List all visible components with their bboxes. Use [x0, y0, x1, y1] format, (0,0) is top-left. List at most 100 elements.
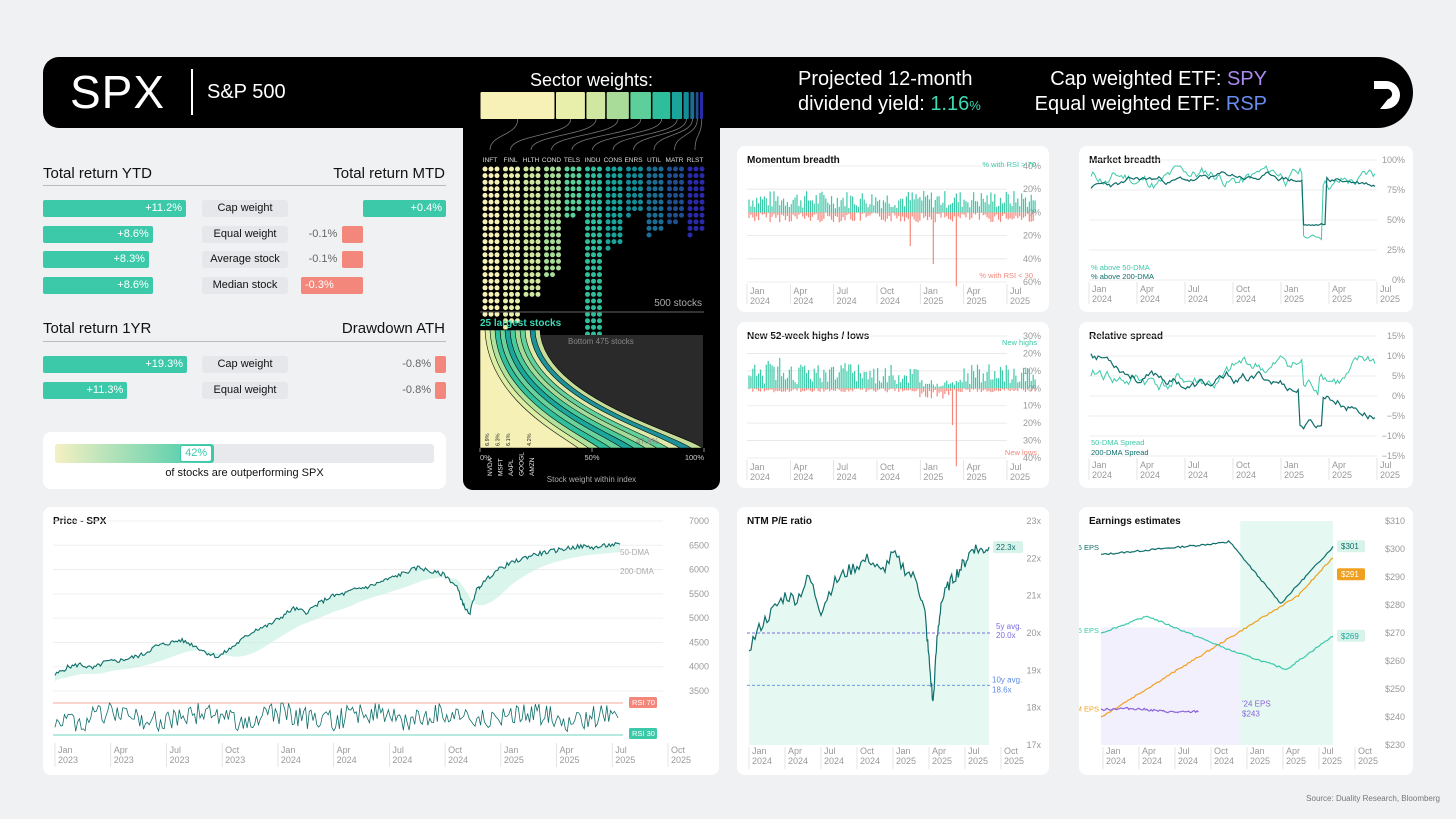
stock-dot — [509, 212, 514, 218]
x-tick-label: 2024 — [788, 756, 808, 766]
stock-dot — [658, 173, 664, 179]
stock-dot — [605, 192, 611, 198]
stock-dot — [544, 272, 549, 278]
x-tick-label: 2025 — [1358, 756, 1378, 766]
x-tick-label: Jan — [923, 286, 938, 296]
stock-dot — [523, 186, 529, 192]
stock-dot — [535, 252, 541, 258]
stock-dot — [699, 179, 705, 185]
stock-dot — [638, 192, 643, 198]
stock-dot — [597, 225, 602, 231]
stock-dot — [523, 225, 529, 231]
x-tick-label: Oct — [1214, 746, 1229, 756]
stock-dot — [544, 245, 549, 251]
stock-dot — [503, 173, 508, 179]
x-tick-label: 2024 — [824, 756, 844, 766]
stock-dot — [605, 179, 611, 185]
stock-dot — [529, 186, 535, 192]
stock-dot — [515, 192, 520, 198]
x-tick-label: Jul — [824, 746, 836, 756]
stock-dot — [597, 324, 602, 330]
stock-dot — [652, 219, 658, 225]
stock-dot — [488, 179, 494, 185]
stock-dot — [509, 278, 514, 284]
x-tick-label: 2025 — [671, 755, 691, 765]
sector-connector — [653, 118, 693, 151]
stock-dot — [503, 186, 508, 192]
largest-title: 25 largest stocks — [480, 318, 562, 329]
stock-dot — [550, 239, 555, 245]
stock-dot — [617, 199, 623, 205]
stock-dot — [523, 272, 529, 278]
stock-dot — [509, 192, 514, 198]
sector-code: INDU — [585, 157, 601, 164]
y-tick-label: 60% — [1023, 277, 1041, 287]
stock-dot — [570, 192, 576, 198]
stock-dot — [591, 173, 596, 179]
sector-chart: INFT FINL HLTH COND TELS INDU CONS ENRS UTIL MATR… — [479, 92, 705, 476]
sector-weight-block — [699, 92, 703, 119]
stock-dot — [570, 186, 576, 192]
stock-dot — [529, 265, 535, 271]
eps25-value: $269 — [1341, 632, 1359, 641]
stock-dot — [585, 252, 590, 258]
y-tick-label: −10% — [1382, 431, 1405, 441]
stock-dot — [591, 199, 596, 205]
x-tick-label: 2025 — [560, 755, 580, 765]
stock-dot — [544, 186, 549, 192]
legend-50dma: % above 50-DMA — [1091, 263, 1150, 272]
largest-stock-pct: 6.1% — [506, 433, 512, 446]
stock-dot — [667, 192, 672, 198]
sector-code: RLST — [687, 157, 704, 164]
x-tick-label: 2024 — [1188, 470, 1208, 480]
stock-dot — [515, 186, 520, 192]
eps26-value: $301 — [1341, 542, 1359, 551]
x-tick-label: Apr — [114, 745, 128, 755]
label-50dma: 50-DMA — [620, 548, 650, 557]
stock-dot — [482, 199, 488, 205]
stock-dot — [482, 173, 488, 179]
x-tick-label: Jan — [752, 746, 767, 756]
stock-dot — [585, 239, 590, 245]
series-50dma — [1090, 164, 1376, 241]
stock-dot — [544, 258, 549, 264]
header-divider — [191, 69, 193, 115]
stock-dot — [556, 179, 561, 185]
stock-dot — [576, 173, 582, 179]
sector-code: MATR — [666, 157, 684, 164]
stock-dot — [515, 206, 520, 212]
stock-dot — [529, 239, 535, 245]
x-tick-label: Apr — [793, 462, 807, 472]
stock-dot — [611, 239, 617, 245]
dd-bar — [435, 381, 446, 399]
stock-dot — [646, 199, 652, 205]
stock-dot — [693, 173, 699, 179]
stock-dot — [564, 206, 570, 212]
x-tick-label: 2024 — [1092, 294, 1112, 304]
stock-dot — [652, 199, 658, 205]
stock-dot — [687, 225, 693, 231]
stock-dot — [544, 192, 549, 198]
market-breadth-chart: 100%75%50%25%0%Jan2024Apr2024Jul2024Oct2… — [1088, 155, 1405, 304]
x-tick-label: 2024 — [1236, 470, 1256, 480]
stock-dot — [638, 179, 643, 185]
stock-dot — [509, 179, 514, 185]
x-tick-label: 2024 — [837, 296, 857, 306]
sector-weight-block — [555, 92, 585, 119]
earnings-chart: $310 $300 $290 $280 $270 $260 $250 $240 $230 '26 … — [1079, 516, 1405, 769]
x-tick-label: 2024 — [1214, 756, 1234, 766]
x-tick-label: Oct — [448, 745, 463, 755]
stock-dot — [591, 258, 596, 264]
stock-dot — [679, 206, 684, 212]
x-tick-label: Jul — [1188, 284, 1200, 294]
stock-dot — [687, 212, 693, 218]
y-tick-label: 6500 — [689, 540, 709, 550]
stock-dot — [494, 252, 500, 258]
x-tick-label: 2024 — [752, 756, 772, 766]
sector-dot-column — [646, 166, 664, 238]
stock-dot — [556, 192, 561, 198]
y-tick-label: 17x — [1026, 740, 1041, 750]
x-tick-label: 2024 — [392, 755, 412, 765]
stock-dot — [591, 318, 596, 324]
sector-dot-column — [544, 166, 561, 278]
